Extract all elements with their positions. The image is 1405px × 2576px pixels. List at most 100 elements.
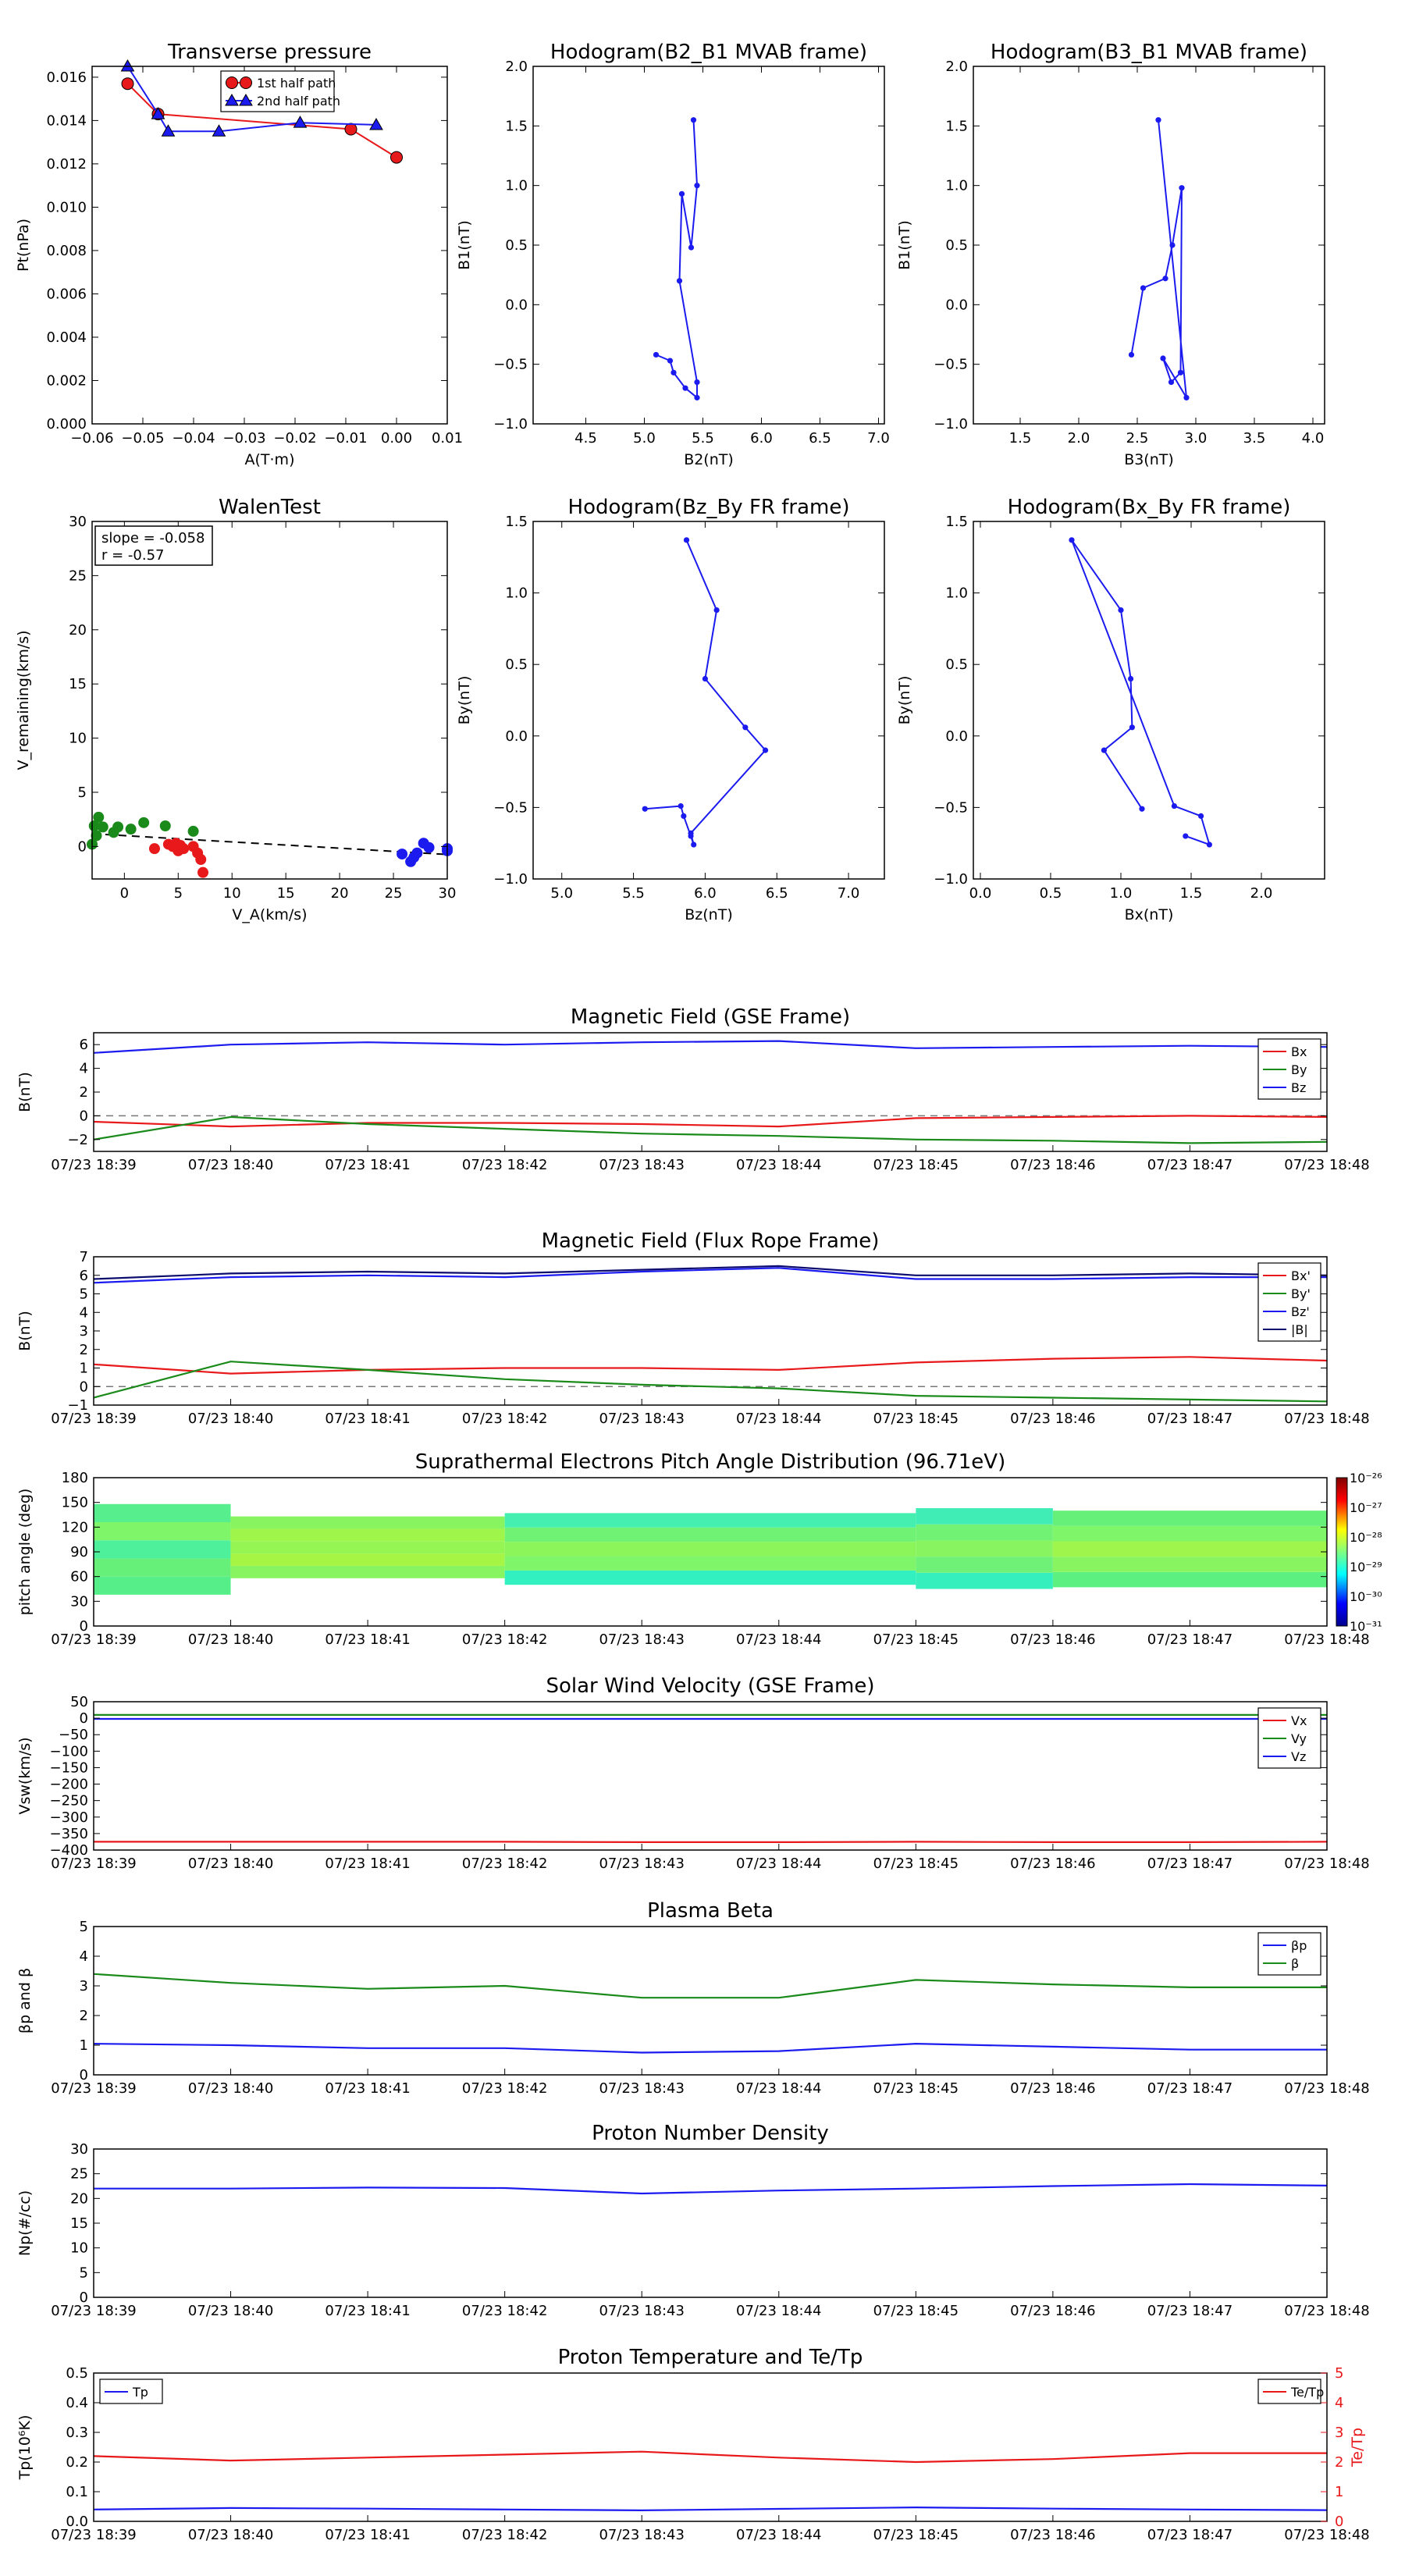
- series-line: [93, 2450, 1327, 2464]
- y-tick-label: 0: [80, 1108, 88, 1124]
- chart-title: Solar Wind Velocity (GSE Frame): [546, 1674, 874, 1698]
- y-tick-label: 0.016: [46, 69, 87, 86]
- time-tick-label: 07/23 18:44: [736, 1856, 821, 1872]
- y-tick-label: 2.0: [945, 59, 968, 75]
- data-point: [1179, 185, 1185, 191]
- y-axis-label: V_remaining(km/s): [15, 630, 32, 770]
- heatmap-cell: [504, 1542, 916, 1557]
- annotation-r: r = -0.57: [101, 547, 165, 564]
- data-point: [1128, 351, 1135, 358]
- y-tick-label: −1.0: [934, 871, 968, 888]
- data-point: [161, 124, 176, 137]
- y-tick-label: 0.000: [46, 416, 87, 432]
- y-tick-label: 1.0: [505, 585, 528, 602]
- data-point: [1128, 675, 1134, 682]
- y-tick-label: 5: [80, 2265, 88, 2281]
- legend-label: βp: [1291, 1938, 1307, 1953]
- data-point: [390, 151, 403, 164]
- y-tick-label: 0: [80, 1618, 88, 1635]
- chart-title: Hodogram(Bx_By FR frame): [1008, 496, 1291, 519]
- data-point: [742, 724, 749, 731]
- y-tick-label: 20: [69, 622, 87, 639]
- y-tick-label: 0.3: [66, 2425, 88, 2441]
- data-point: [178, 843, 190, 855]
- legend-label: Bz: [1291, 1080, 1306, 1095]
- chart-vsw: Solar Wind Velocity (GSE Frame) 07/23 18:…: [16, 1674, 1370, 1872]
- heatmap-cell: [94, 1558, 231, 1577]
- x-tick-label: 5.5: [622, 885, 645, 902]
- data-point: [112, 821, 124, 833]
- x-tick-label: −0.01: [324, 430, 367, 447]
- series-line: [1130, 119, 1187, 398]
- legend-label: 1st half path: [257, 76, 336, 91]
- time-tick-label: 07/23 18:47: [1147, 1631, 1232, 1648]
- time-tick-label: 07/23 18:42: [462, 1411, 547, 1427]
- y-tick-label: −300: [50, 1809, 88, 1826]
- chart-title: Hodogram(Bz_By FR frame): [568, 496, 850, 519]
- x-tick-label: 0.5: [1040, 885, 1062, 902]
- heatmap-cell: [230, 1553, 505, 1566]
- y-tick-label: 0.5: [945, 237, 968, 254]
- x-tick-label: 3.5: [1243, 430, 1266, 447]
- y-tick-label: 1: [80, 2037, 88, 2054]
- legend: Bx' By' Bz' |B|: [1257, 1262, 1321, 1342]
- data-point: [151, 107, 165, 119]
- x-tick-label: 7.0: [867, 430, 890, 447]
- time-tick-label: 07/23 18:47: [1147, 1157, 1232, 1173]
- y-axis-label: B1(nT): [896, 220, 913, 270]
- x-tick-label: 2.5: [1126, 430, 1149, 447]
- time-tick-label: 07/23 18:47: [1147, 2080, 1232, 2097]
- time-tick-label: 07/23 18:44: [736, 1157, 821, 1173]
- time-tick-label: 07/23 18:48: [1284, 1411, 1369, 1427]
- data-point: [1162, 276, 1168, 282]
- data-point: [1069, 537, 1075, 543]
- plot-frame: [93, 1701, 1328, 1851]
- time-tick-label: 07/23 18:45: [873, 1411, 959, 1427]
- legend-label: |B|: [1291, 1322, 1308, 1337]
- annotation-frame: [94, 525, 213, 566]
- colorbar-label: 10⁻²⁹: [1350, 1560, 1382, 1574]
- y-tick-label: −0.5: [934, 357, 968, 373]
- data-point: [694, 183, 700, 189]
- data-point: [1139, 806, 1145, 812]
- x-tick-label: −0.06: [70, 430, 113, 447]
- x-tick-label: 7.0: [838, 885, 860, 902]
- data-point: [653, 351, 660, 358]
- x-tick-label: −0.05: [121, 430, 164, 447]
- x-tick-label: 6.5: [809, 430, 831, 447]
- legend: Bx By Bz: [1257, 1038, 1321, 1100]
- heatmap-cell: [94, 1540, 231, 1559]
- plot-background: [973, 66, 1325, 424]
- time-tick-label: 07/23 18:44: [736, 1411, 821, 1427]
- heatmap-cell: [916, 1540, 1053, 1557]
- x-tick-label: 6.0: [694, 885, 717, 902]
- x-tick-label: 0.00: [381, 430, 412, 447]
- colorbar-label: 10⁻³¹: [1350, 1619, 1382, 1634]
- chart-walen: WalenTest 0 5 10 15 20 25 30 0 5 10 15 20 25 30 V_A(km/…: [15, 496, 456, 923]
- y-axis-label: Tp(10⁶K): [16, 2415, 34, 2481]
- y2-tick-label: 4: [1335, 2395, 1343, 2411]
- time-tick-label: 07/23 18:41: [325, 2527, 410, 2543]
- time-tick-label: 07/23 18:45: [873, 1631, 959, 1648]
- time-tick-label: 07/23 18:48: [1284, 2527, 1369, 2543]
- x-tick-label: 6.5: [766, 885, 788, 902]
- time-tick-label: 07/23 18:46: [1010, 1856, 1095, 1872]
- colorbar-label: 10⁻²⁸: [1350, 1530, 1382, 1545]
- time-tick-label: 07/23 18:42: [462, 2080, 547, 2097]
- plot-frame: [91, 66, 448, 425]
- data-point: [1169, 242, 1176, 248]
- plot-background: [973, 521, 1325, 879]
- time-tick-label: 07/23 18:39: [51, 1411, 136, 1427]
- data-point: [1168, 379, 1175, 386]
- y-tick-label: −0.5: [493, 357, 528, 373]
- y2-tick-label: 3: [1335, 2425, 1343, 2441]
- y-tick-label: −1.0: [934, 416, 968, 432]
- chart-title: Magnetic Field (Flux Rope Frame): [542, 1229, 880, 1253]
- chart-title: Plasma Beta: [647, 1899, 774, 1923]
- plot-background: [92, 521, 447, 879]
- y-tick-label: 1.0: [505, 178, 528, 194]
- time-tick-label: 07/23 18:43: [599, 2527, 684, 2543]
- series-line: [126, 83, 397, 158]
- data-point: [239, 93, 253, 106]
- y-tick-label: 0.006: [46, 286, 87, 302]
